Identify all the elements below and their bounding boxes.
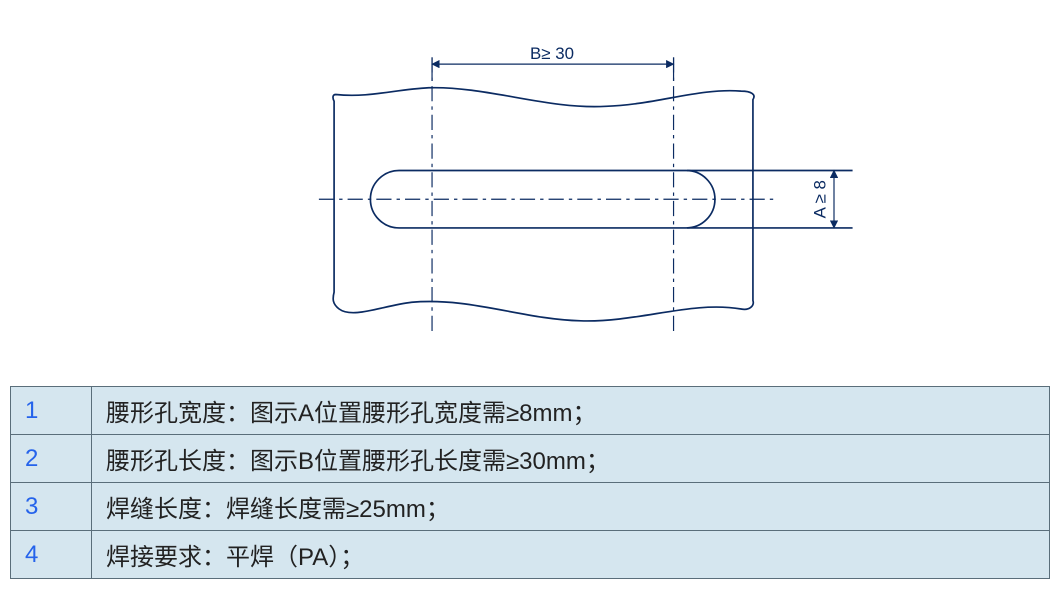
row-index: 3: [11, 483, 92, 531]
table-row: 4焊接要求：平焊（PA）；: [11, 531, 1050, 579]
svg-text:A ≥ 8: A ≥ 8: [811, 180, 830, 218]
slot-hole-diagram: B≥ 30 A ≥ 8: [10, 10, 1050, 380]
row-index: 2: [11, 435, 92, 483]
row-index: 4: [11, 531, 92, 579]
row-text: 焊接要求：平焊（PA）；: [92, 531, 1050, 579]
row-text: 焊缝长度：焊缝长度需≥25mm；: [92, 483, 1050, 531]
table-row: 2腰形孔长度：图示B位置腰形孔长度需≥30mm；: [11, 435, 1050, 483]
spec-table: 1腰形孔宽度：图示A位置腰形孔宽度需≥8mm；2腰形孔长度：图示B位置腰形孔长度…: [10, 386, 1050, 579]
table-row: 1腰形孔宽度：图示A位置腰形孔宽度需≥8mm；: [11, 387, 1050, 435]
table-row: 3焊缝长度：焊缝长度需≥25mm；: [11, 483, 1050, 531]
svg-text:B≥ 30: B≥ 30: [530, 44, 574, 63]
diagram-svg: B≥ 30 A ≥ 8: [150, 10, 910, 380]
row-text: 腰形孔宽度：图示A位置腰形孔宽度需≥8mm；: [92, 387, 1050, 435]
row-text: 腰形孔长度：图示B位置腰形孔长度需≥30mm；: [92, 435, 1050, 483]
row-index: 1: [11, 387, 92, 435]
